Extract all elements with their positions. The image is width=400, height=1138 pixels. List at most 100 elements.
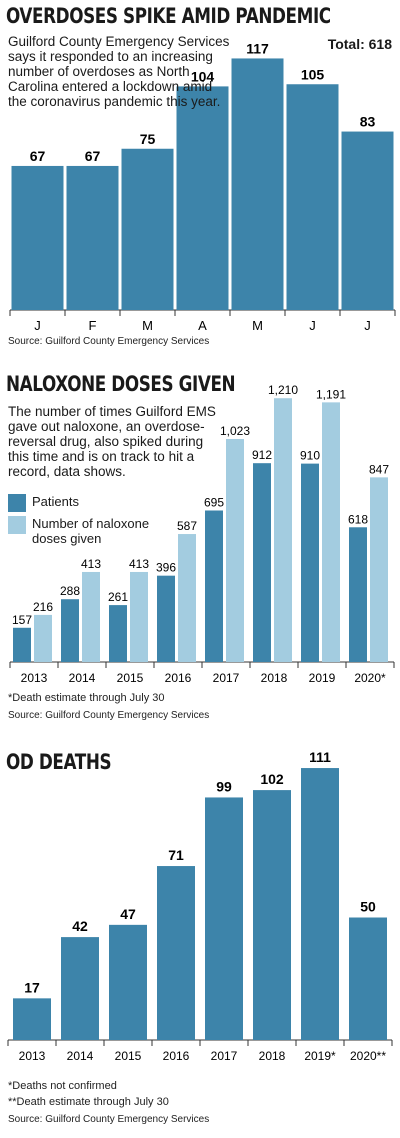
legend-item-patients: Patients <box>8 494 168 512</box>
naloxone-bar-doses <box>226 438 244 662</box>
deaths-value-label: 42 <box>72 918 88 934</box>
naloxone-source: Source: Guilford County Emergency Servic… <box>8 710 210 721</box>
overdoses-title: OVERDOSES SPIKE AMID PANDEMIC <box>6 4 331 28</box>
naloxone-bar-patients-label: 912 <box>252 448 272 462</box>
overdoses-value-label: 117 <box>246 40 269 56</box>
naloxone-bar-doses <box>322 402 340 662</box>
deaths-note-1: *Deaths not confirmed <box>8 1080 117 1092</box>
deaths-year-label: 2018 <box>259 1049 286 1063</box>
overdoses-value-label: 104 <box>191 68 215 84</box>
overdoses-bar <box>176 86 229 311</box>
deaths-bar <box>109 924 147 1040</box>
naloxone-bar-patients <box>301 463 319 662</box>
naloxone-bar-patients-label: 157 <box>12 613 32 627</box>
deaths-source: Source: Guilford County Emergency Servic… <box>8 1114 210 1125</box>
overdoses-month-label: M <box>142 318 153 333</box>
deaths-year-label: 2017 <box>211 1049 238 1063</box>
deaths-value-label: 47 <box>120 906 136 922</box>
naloxone-bar-doses <box>370 477 388 662</box>
naloxone-bar-doses <box>82 571 100 662</box>
naloxone-bar-patients <box>205 510 223 662</box>
deaths-value-label: 102 <box>260 771 284 787</box>
overdoses-bar <box>121 148 174 310</box>
overdoses-month-label: J <box>34 318 41 333</box>
overdoses-bar <box>231 58 284 311</box>
deaths-year-label: 2016 <box>163 1049 190 1063</box>
naloxone-bar-doses <box>178 534 196 662</box>
naloxone-bar-patients-label: 618 <box>348 512 368 526</box>
overdoses-total: Total: 618 <box>327 36 392 52</box>
naloxone-bar-doses-label: 587 <box>177 519 197 533</box>
deaths-title: OD DEATHS <box>6 750 112 774</box>
overdoses-value-label: 83 <box>360 114 376 130</box>
naloxone-year-label: 2019 <box>309 671 336 685</box>
deaths-year-label: 2015 <box>115 1049 142 1063</box>
deaths-year-label: 2019* <box>304 1049 336 1063</box>
naloxone-bar-doses-label: 1,210 <box>268 383 298 397</box>
legend-swatch-doses <box>8 516 26 534</box>
naloxone-bar-doses <box>130 571 148 662</box>
overdoses-value-label: 67 <box>85 148 101 164</box>
overdoses-bar <box>11 165 64 310</box>
naloxone-bar-doses-label: 847 <box>369 462 389 476</box>
naloxone-chart: 1572162013288413201426141320153965872016… <box>9 383 395 685</box>
deaths-bar <box>253 790 291 1040</box>
naloxone-year-label: 2015 <box>117 671 144 685</box>
deaths-value-label: 99 <box>216 778 232 794</box>
overdoses-source: Source: Guilford County Emergency Servic… <box>8 336 210 347</box>
deaths-note-2: **Death estimate through July 30 <box>8 1096 169 1108</box>
naloxone-bar-doses-label: 1,023 <box>220 424 250 438</box>
naloxone-bar-patients <box>13 627 31 662</box>
deaths-value-label: 17 <box>24 979 40 995</box>
overdoses-month-label: J <box>364 318 371 333</box>
naloxone-bar-patients-label: 261 <box>108 590 128 604</box>
naloxone-year-label: 2018 <box>261 671 288 685</box>
deaths-value-label: 111 <box>309 749 331 765</box>
naloxone-bar-patients-label: 695 <box>204 495 224 509</box>
legend-label-patients: Patients <box>32 494 79 509</box>
naloxone-year-label: 2017 <box>213 671 240 685</box>
naloxone-legend: Patients Number of naloxone doses given <box>8 494 168 550</box>
deaths-bar <box>349 917 387 1040</box>
naloxone-bar-patients <box>157 575 175 662</box>
overdoses-value-label: 67 <box>30 148 46 164</box>
legend-item-doses: Number of naloxone doses given <box>8 516 168 546</box>
overdoses-month-label: M <box>252 318 263 333</box>
deaths-year-label: 2013 <box>19 1049 46 1063</box>
deaths-value-label: 50 <box>360 899 376 915</box>
naloxone-description: The number of times Guilford EMS gave ou… <box>8 404 216 479</box>
naloxone-bar-doses <box>34 614 52 662</box>
naloxone-panel: NALOXONE DOSES GIVEN 157 216 2013 288 413 201… <box>6 372 395 721</box>
naloxone-bar-patients <box>253 463 271 662</box>
naloxone-year-label: 2013 <box>21 671 48 685</box>
naloxone-bar-doses <box>274 398 292 662</box>
overdoses-value-label: 105 <box>301 66 325 82</box>
naloxone-bar-doses-label: 413 <box>129 557 149 571</box>
overdoses-bar <box>286 84 339 310</box>
naloxone-bar-doses-label: 216 <box>33 600 53 614</box>
naloxone-bar-doses-label: 413 <box>81 557 101 571</box>
naloxone-year-label: 2014 <box>69 671 96 685</box>
deaths-bar <box>301 768 339 1040</box>
deaths-year-label: 2014 <box>67 1049 94 1063</box>
naloxone-bar-patients <box>61 599 79 662</box>
overdoses-bar <box>66 165 119 310</box>
deaths-year-label: 2020** <box>350 1049 386 1063</box>
overdoses-bar <box>341 131 394 310</box>
overdoses-description: Guilford County Emergency Services says … <box>8 34 230 109</box>
naloxone-year-label: 2016 <box>165 671 192 685</box>
overdoses-month-label: A <box>198 318 207 333</box>
naloxone-bar-patients <box>349 527 367 662</box>
legend-swatch-patients <box>8 494 26 512</box>
overdoses-chart: 67 J 67 F 75 M 104 A 117 M 105 J 83 J <box>9 40 396 333</box>
deaths-bar <box>13 998 51 1040</box>
naloxone-year-label: 2020* <box>354 671 386 685</box>
naloxone-bar-patients-label: 288 <box>60 584 80 598</box>
deaths-bar <box>61 937 99 1040</box>
naloxone-bar-patients-label: 910 <box>300 449 320 463</box>
naloxone-bar-patients <box>109 605 127 662</box>
deaths-value-label: 71 <box>168 847 184 863</box>
overdoses-value-label: 75 <box>140 131 156 147</box>
